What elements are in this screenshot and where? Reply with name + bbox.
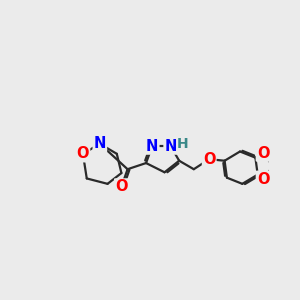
Text: O: O bbox=[77, 146, 89, 161]
Text: O: O bbox=[257, 172, 269, 187]
Text: N: N bbox=[164, 139, 177, 154]
Text: O: O bbox=[115, 179, 128, 194]
Text: N: N bbox=[146, 139, 158, 154]
Text: O: O bbox=[203, 152, 215, 167]
Text: H: H bbox=[177, 137, 189, 151]
Text: O: O bbox=[257, 146, 269, 160]
Text: N: N bbox=[94, 136, 106, 151]
